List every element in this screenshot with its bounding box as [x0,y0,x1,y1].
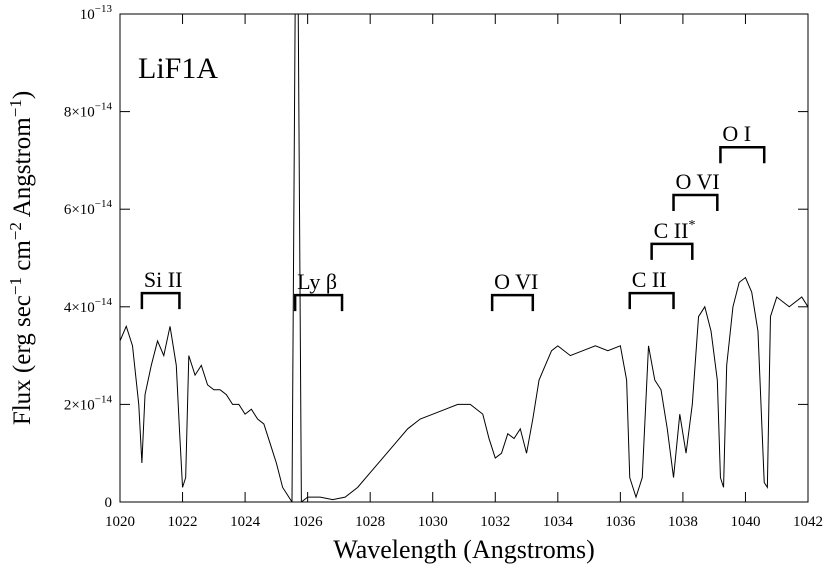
y-axis-label-part: −2 [6,222,25,240]
y-tick-label: 0 [105,495,113,511]
spectrum-line [120,14,808,502]
x-tick-label: 1040 [730,514,760,530]
x-tick-label: 1042 [793,514,823,530]
line-label-sup: * [688,218,695,233]
line-label-text: Ly β [297,269,337,294]
y-axis-label-part: Flux (erg sec [9,295,36,425]
y-tick-label: 6×10−14 [64,198,113,218]
y-tick-label-base: 8×10 [64,105,95,121]
line-label-text: O VI [494,269,538,294]
line-label: O VI [494,269,538,294]
x-axis-label: Wavelength (Angstroms) [333,535,594,564]
line-label: O VI [676,169,720,194]
panel-label: LiF1A [138,52,218,85]
line-bracket [672,193,719,212]
x-tick-label: 1028 [355,514,385,530]
y-tick-label-base: 10 [80,7,95,23]
line-bracket [140,291,181,310]
line-label-text: C II [632,267,667,292]
y-axis-label-part: ) [9,91,36,99]
y-tick-label: 8×10−14 [64,101,113,121]
line-label: C II* [654,218,696,243]
y-tick-label: 4×10−14 [64,296,113,316]
x-tick-label: 1020 [105,514,135,530]
line-bracket [490,293,535,312]
line-bracket [628,291,675,310]
plot-frame [119,13,809,503]
x-tick-label: 1032 [480,514,510,530]
y-tick-label: 10−13 [80,3,113,23]
y-tick-label-exp: −14 [95,101,113,113]
line-label-text: O I [722,121,751,146]
x-tick-label: 1030 [418,514,448,530]
y-axis-label-part: −1 [6,277,25,295]
line-label: C II [632,267,667,292]
y-tick-label-exp: −13 [95,3,113,15]
x-tick-label: 1026 [293,514,324,530]
y-tick-label-base: 6×10 [64,202,95,218]
line-label: O I [722,121,751,146]
y-axis-label: Flux (erg sec−1 cm−2 Angstrom−1) [6,91,37,425]
line-bracket [293,293,344,312]
y-axis-label-part: Angstrom [9,117,36,222]
x-tick-label: 1022 [168,514,198,530]
line-label: Si II [144,267,183,292]
y-axis-label-part: cm [9,240,36,277]
y-tick-label-exp: −14 [95,296,113,308]
y-tick-label-base: 4×10 [64,300,95,316]
y-tick-label-base: 2×10 [64,397,95,413]
line-label-text: O VI [676,169,720,194]
line-bracket [650,242,694,260]
line-label: Ly β [297,269,337,294]
line-bracket [719,145,766,164]
y-tick-label: 2×10−14 [64,393,113,413]
y-axis-label-part: −1 [6,99,25,117]
x-tick-label: 1038 [668,514,698,530]
y-tick-label-exp: −14 [95,393,113,405]
x-tick-label: 1024 [230,514,261,530]
line-label-text: C II [654,218,689,243]
y-tick-label-exp: −14 [95,198,113,210]
line-label-text: Si II [144,267,183,292]
x-tick-label: 1034 [543,514,574,530]
x-tick-label: 1036 [605,514,636,530]
